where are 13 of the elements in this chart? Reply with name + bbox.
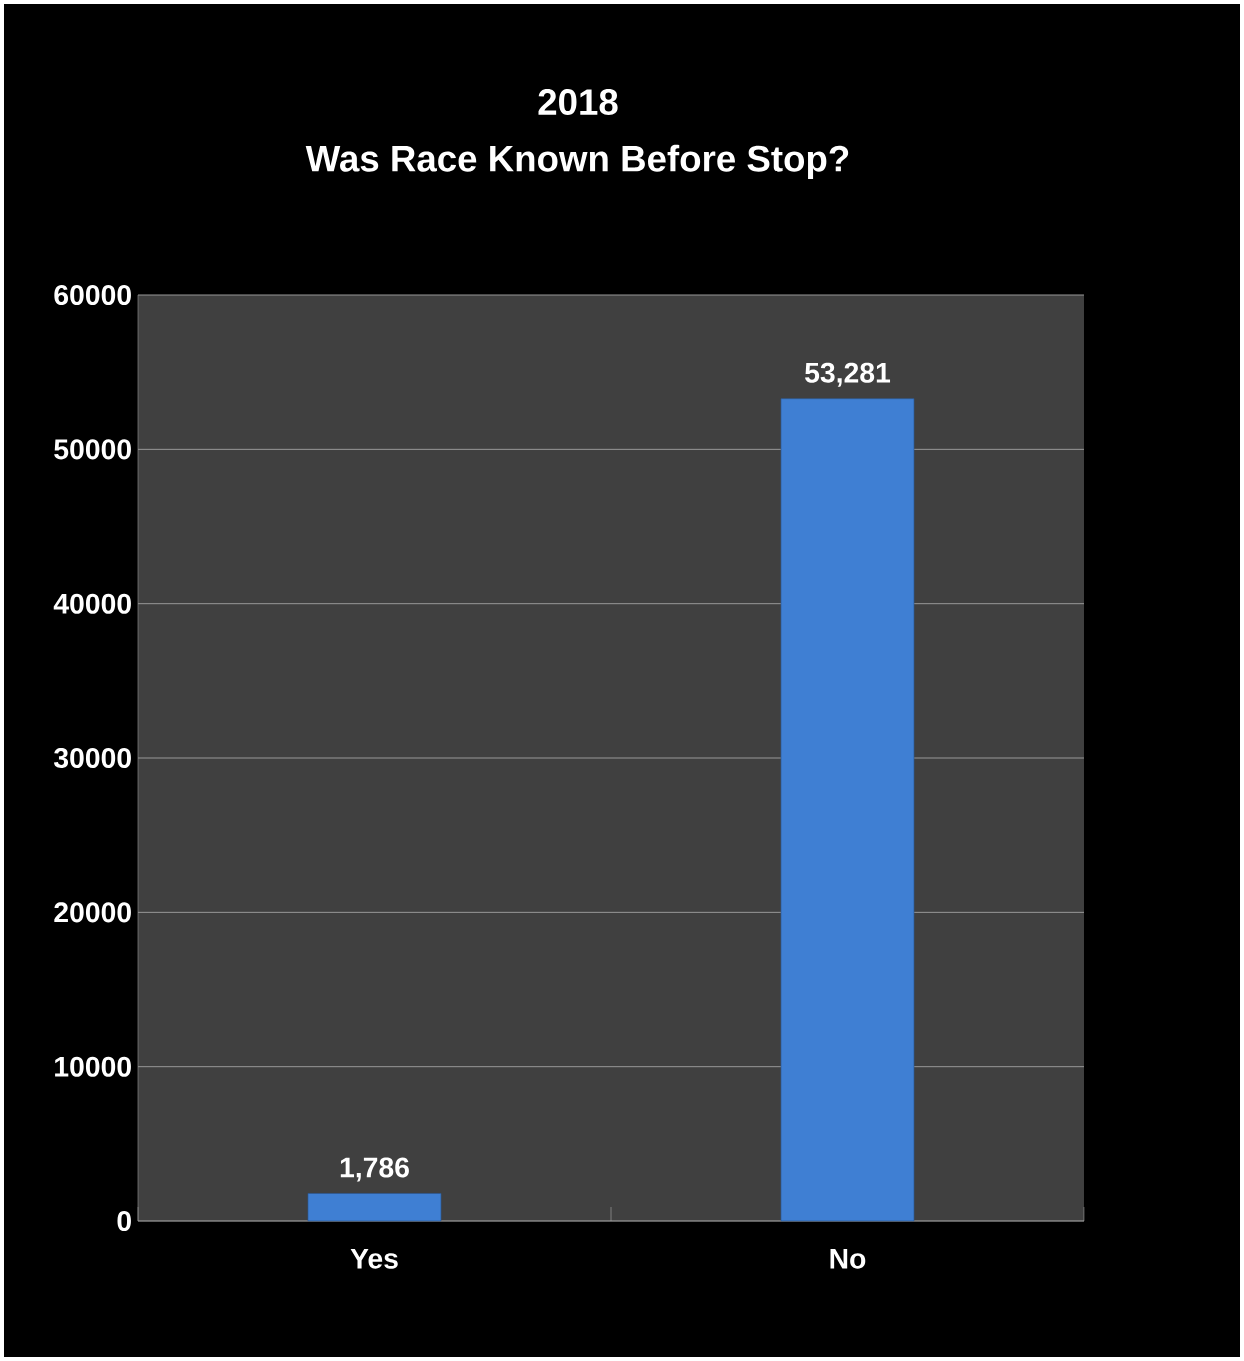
y-tick-label: 40000 — [53, 593, 131, 614]
y-tick-label: 20000 — [54, 902, 131, 923]
y-tick-label: 60000 — [54, 284, 131, 306]
chart-title: 2018 — [538, 89, 618, 116]
x-tick-label: Yes — [350, 1248, 398, 1269]
data-label: 1,786 — [340, 1157, 409, 1182]
x-tick-label: No — [830, 1248, 866, 1269]
y-tick-label: 50000 — [54, 439, 131, 460]
y-tick-label: 10000 — [55, 1056, 131, 1077]
y-tick-label: 30000 — [53, 747, 131, 769]
chart-subtitle: Was Race Known Before Stop? — [305, 144, 849, 179]
data-label: 53,281 — [805, 362, 891, 387]
y-tick-label: 0 — [117, 1210, 131, 1232]
